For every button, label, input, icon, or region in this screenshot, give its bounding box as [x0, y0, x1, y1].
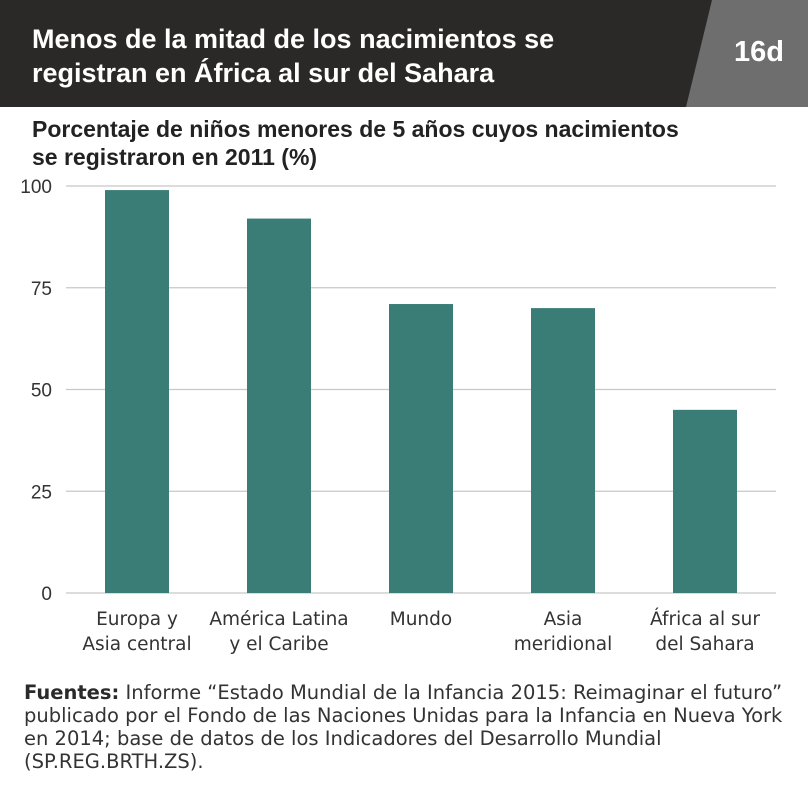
x-category-label: África al sur	[650, 608, 760, 630]
bar	[673, 409, 737, 593]
y-tick-label: 25	[31, 482, 52, 503]
bar-chart-svg: 0 25 50 75 100 Europa y Asia central América La…	[20, 177, 776, 655]
bar	[389, 304, 453, 593]
bar	[105, 190, 169, 593]
header-title: Menos de la mitad de los nacimientos se …	[32, 22, 652, 90]
bar-chart: 0 25 50 75 100 Europa y Asia central América La…	[0, 165, 808, 675]
y-tick-label: 100	[20, 177, 52, 198]
x-category-label: Asia	[544, 609, 583, 630]
chart-subtitle-line1: Porcentaje de niños menores de 5 años cu…	[32, 116, 679, 142]
sources-label: Fuentes:	[24, 681, 120, 704]
x-category-label: Asia central	[82, 634, 191, 655]
x-category-label: América Latina	[209, 609, 348, 630]
y-tick-label: 75	[31, 279, 52, 300]
sources-text: Informe “Estado Mundial de la Infancia 2…	[24, 681, 783, 773]
y-tick-label: 50	[31, 381, 52, 402]
header-bar: Menos de la mitad de los nacimientos se …	[0, 0, 808, 107]
x-category-label: y el Caribe	[229, 634, 328, 655]
bar	[247, 218, 311, 593]
x-category-label: Mundo	[390, 609, 452, 630]
figure-badge-label: 16d	[734, 36, 784, 68]
x-category-label: del Sahara	[655, 634, 754, 655]
chart-subtitle-line2: se registraron en 2011 (%)	[32, 144, 318, 170]
figure-badge: 16d	[686, 0, 808, 107]
header-title-line2: registran en África al sur del Sahara	[32, 58, 495, 88]
x-category-label: meridional	[514, 634, 613, 655]
chart-subtitle: Porcentaje de niños menores de 5 años cu…	[32, 115, 772, 171]
header-title-line1: Menos de la mitad de los nacimientos se	[32, 24, 555, 54]
bar	[531, 308, 595, 593]
y-tick-label: 0	[41, 584, 52, 605]
x-category-label: Europa y	[96, 609, 178, 630]
sources-note: Fuentes: Informe “Estado Mundial de la I…	[24, 681, 784, 773]
